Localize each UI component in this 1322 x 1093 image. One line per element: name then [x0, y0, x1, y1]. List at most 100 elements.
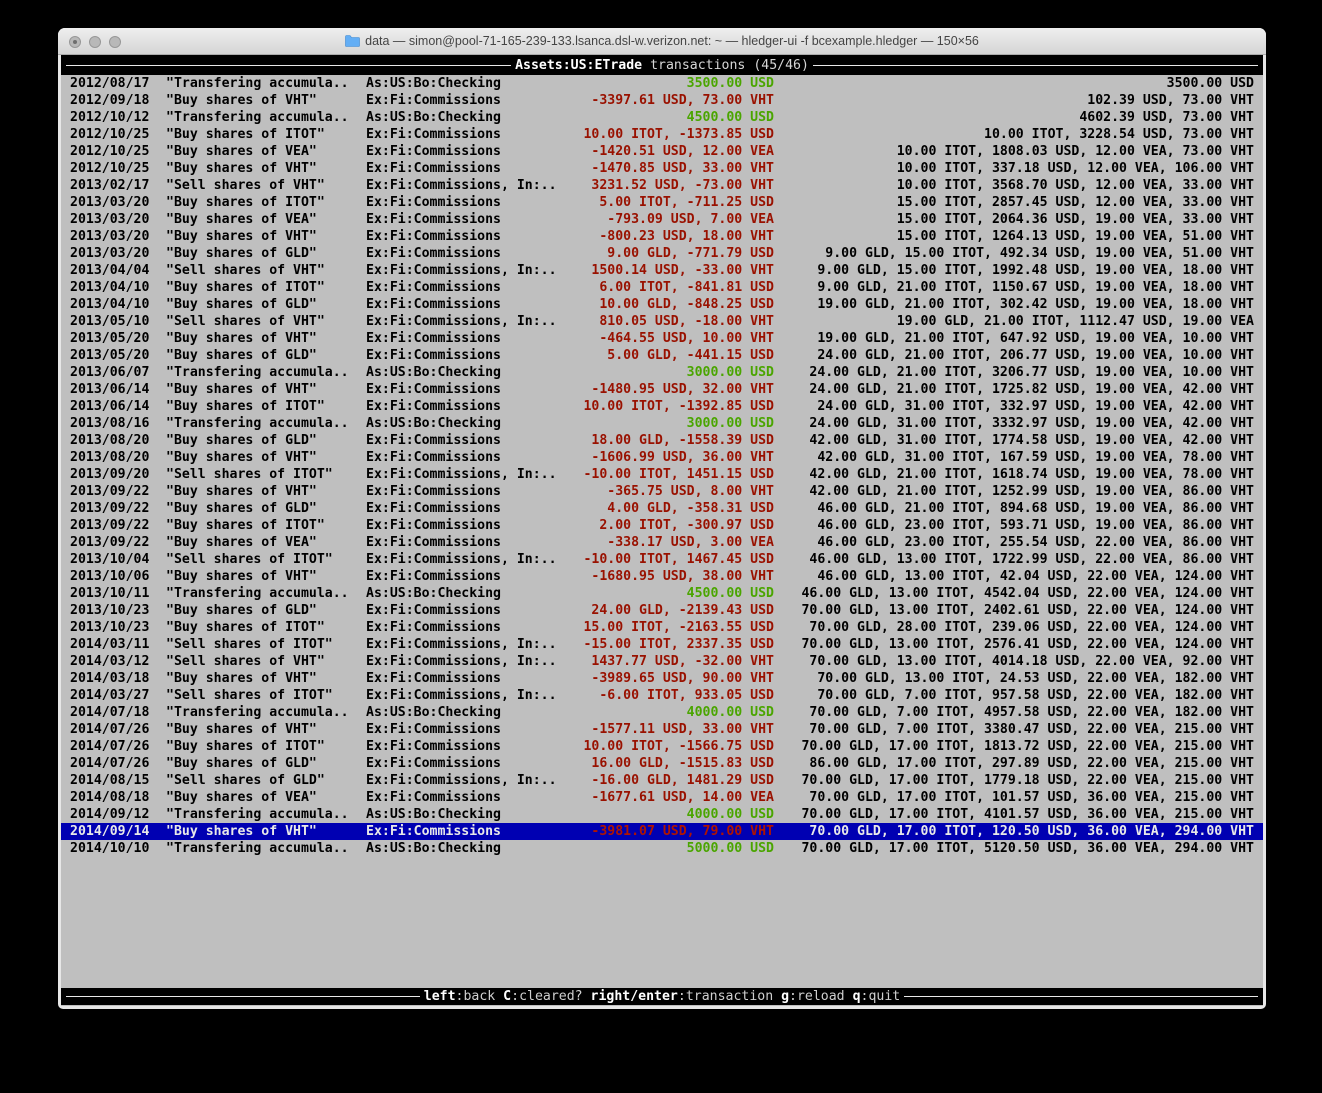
transaction-row[interactable]: 2013/08/16 "Transfering accumula.. As:US:B… [61, 415, 1263, 432]
transaction-row[interactable]: 2013/06/14 "Buy shares of ITOT" Ex:Fi:Comm… [61, 398, 1263, 415]
transaction-description: "Sell shares of VHT" [166, 178, 325, 193]
transaction-balance: 46.00 GLD, 23.00 ITOT, 593.71 USD, 19.00… [817, 518, 1254, 533]
transaction-row[interactable]: 2014/10/10 "Transfering accumula.. As:US:B… [61, 840, 1263, 857]
transaction-row[interactable]: 2013/08/20 "Buy shares of GLD" Ex:Fi:Commi… [61, 432, 1263, 449]
transaction-row[interactable]: 2013/10/04 "Sell shares of ITOT" Ex:Fi:Com… [61, 551, 1263, 568]
transaction-accounts: Ex:Fi:Commissions [366, 382, 501, 397]
transaction-balance: 10.00 ITOT, 3568.70 USD, 12.00 VEA, 33.0… [896, 178, 1254, 193]
transaction-accounts: Ex:Fi:Commissions, In:.. [366, 178, 557, 193]
transaction-description: "Sell shares of VHT" [166, 263, 325, 278]
transaction-amount: -1680.95 USD, 38.00 VHT [591, 569, 774, 584]
transaction-row[interactable]: 2012/08/17 "Transfering accumula.. As:US:B… [61, 75, 1263, 92]
hint-back: left:back [423, 989, 504, 1004]
transaction-row[interactable]: 2014/07/26 "Buy shares of ITOT" Ex:Fi:Comm… [61, 738, 1263, 755]
minimize-button[interactable] [89, 36, 101, 48]
transaction-accounts: Ex:Fi:Commissions [366, 569, 501, 584]
transaction-row[interactable]: 2013/10/23 "Buy shares of ITOT" Ex:Fi:Comm… [61, 619, 1263, 636]
transaction-date: 2014/07/26 [70, 722, 150, 737]
transaction-accounts: Ex:Fi:Commissions [366, 246, 501, 261]
header-mode: transactions [650, 57, 746, 73]
transaction-row[interactable]: 2013/05/20 "Buy shares of VHT" Ex:Fi:Commi… [61, 330, 1263, 347]
transaction-row[interactable]: 2012/10/25 "Buy shares of VHT" Ex:Fi:Commi… [61, 160, 1263, 177]
transaction-amount: 3000.00 USD [686, 365, 774, 380]
transaction-balance: 70.00 GLD, 17.00 ITOT, 4101.57 USD, 36.0… [801, 807, 1254, 822]
transaction-date: 2013/10/11 [70, 586, 150, 601]
transaction-row[interactable]: 2014/09/12 "Transfering accumula.. As:US:B… [61, 806, 1263, 823]
transaction-row[interactable]: 2014/07/26 "Buy shares of GLD" Ex:Fi:Commi… [61, 755, 1263, 772]
transaction-row[interactable]: 2013/03/20 "Buy shares of GLD" Ex:Fi:Commi… [61, 245, 1263, 262]
transaction-row[interactable]: 2013/09/22 "Buy shares of VHT" Ex:Fi:Commi… [61, 483, 1263, 500]
transaction-row[interactable]: 2013/03/20 "Buy shares of VEA" Ex:Fi:Commi… [61, 211, 1263, 228]
transaction-date: 2014/07/26 [70, 756, 150, 771]
close-button[interactable] [69, 36, 81, 48]
transaction-accounts: Ex:Fi:Commissions, In:.. [366, 263, 557, 278]
transaction-row[interactable]: 2014/08/18 "Buy shares of VEA" Ex:Fi:Commi… [61, 789, 1263, 806]
transaction-row[interactable]: 2014/03/12 "Sell shares of VHT" Ex:Fi:Comm… [61, 653, 1263, 670]
transaction-accounts: As:US:Bo:Checking [366, 110, 501, 125]
transaction-description: "Buy shares of VHT" [166, 484, 317, 499]
transaction-accounts: Ex:Fi:Commissions [366, 535, 501, 550]
transaction-row[interactable]: 2012/10/25 "Buy shares of VEA" Ex:Fi:Commi… [61, 143, 1263, 160]
transaction-row[interactable]: 2013/10/23 "Buy shares of GLD" Ex:Fi:Commi… [61, 602, 1263, 619]
transaction-row[interactable]: 2013/09/20 "Sell shares of ITOT" Ex:Fi:Com… [61, 466, 1263, 483]
transaction-row[interactable]: 2013/09/22 "Buy shares of ITOT" Ex:Fi:Comm… [61, 517, 1263, 534]
transaction-description: "Buy shares of VEA" [166, 790, 317, 805]
transaction-amount: 3231.52 USD, -73.00 VHT [591, 178, 774, 193]
transaction-balance: 42.00 GLD, 21.00 ITOT, 1618.74 USD, 19.0… [809, 467, 1254, 482]
transaction-balance: 3500.00 USD [1166, 76, 1254, 91]
transaction-date: 2013/09/22 [70, 501, 150, 516]
transaction-date: 2014/09/14 [70, 824, 150, 839]
transaction-row[interactable]: 2013/05/10 "Sell shares of VHT" Ex:Fi:Comm… [61, 313, 1263, 330]
transaction-balance: 42.00 GLD, 31.00 ITOT, 167.59 USD, 19.00… [817, 450, 1254, 465]
transaction-amount: -3981.07 USD, 79.00 VHT [591, 824, 774, 839]
transaction-description: "Transfering accumula.. [166, 807, 349, 822]
transaction-accounts: As:US:Bo:Checking [366, 807, 501, 822]
transaction-row[interactable]: 2014/07/18 "Transfering accumula.. As:US:B… [61, 704, 1263, 721]
transaction-row[interactable]: 2012/10/25 "Buy shares of ITOT" Ex:Fi:Comm… [61, 126, 1263, 143]
transaction-accounts: Ex:Fi:Commissions [366, 93, 501, 108]
transaction-accounts: Ex:Fi:Commissions [366, 433, 501, 448]
transaction-row[interactable]: 2013/04/10 "Buy shares of GLD" Ex:Fi:Commi… [61, 296, 1263, 313]
transaction-row[interactable]: 2013/10/06 "Buy shares of VHT" Ex:Fi:Commi… [61, 568, 1263, 585]
terminal-window: data — simon@pool-71-165-239-133.lsanca.… [58, 28, 1266, 1009]
transaction-amount: 10.00 ITOT, -1392.85 USD [583, 399, 774, 414]
transaction-description: "Sell shares of VHT" [166, 654, 325, 669]
transaction-row[interactable]: 2014/03/27 "Sell shares of ITOT" Ex:Fi:Com… [61, 687, 1263, 704]
transaction-balance: 9.00 GLD, 15.00 ITOT, 492.34 USD, 19.00 … [825, 246, 1254, 261]
hint-cleared: C:cleared? [503, 989, 591, 1004]
transaction-row[interactable]: 2013/04/10 "Buy shares of ITOT" Ex:Fi:Comm… [61, 279, 1263, 296]
transaction-row[interactable]: 2013/09/22 "Buy shares of VEA" Ex:Fi:Commi… [61, 534, 1263, 551]
transaction-accounts: As:US:Bo:Checking [366, 841, 501, 856]
transaction-row[interactable]: 2014/07/26 "Buy shares of VHT" Ex:Fi:Commi… [61, 721, 1263, 738]
transaction-row[interactable]: 2012/09/18 "Buy shares of VHT" Ex:Fi:Commi… [61, 92, 1263, 109]
transaction-row[interactable]: 2013/04/04 "Sell shares of VHT" Ex:Fi:Comm… [61, 262, 1263, 279]
transaction-row[interactable]: 2014/08/15 "Sell shares of GLD" Ex:Fi:Comm… [61, 772, 1263, 789]
transaction-row[interactable]: 2013/02/17 "Sell shares of VHT" Ex:Fi:Comm… [61, 177, 1263, 194]
transaction-accounts: Ex:Fi:Commissions, In:.. [366, 552, 557, 567]
transaction-row[interactable]: 2013/06/14 "Buy shares of VHT" Ex:Fi:Commi… [61, 381, 1263, 398]
transaction-date: 2014/08/18 [70, 790, 150, 805]
transaction-row[interactable]: 2013/03/20 "Buy shares of VHT" Ex:Fi:Commi… [61, 228, 1263, 245]
transaction-amount: 5.00 GLD, -441.15 USD [607, 348, 774, 363]
transaction-description: "Transfering accumula.. [166, 841, 349, 856]
transaction-amount: 1500.14 USD, -33.00 VHT [591, 263, 774, 278]
transaction-row[interactable]: 2013/08/20 "Buy shares of VHT" Ex:Fi:Commi… [61, 449, 1263, 466]
transaction-amount: 6.00 ITOT, -841.81 USD [599, 280, 774, 295]
transaction-row[interactable]: 2013/05/20 "Buy shares of GLD" Ex:Fi:Commi… [61, 347, 1263, 364]
transaction-accounts: Ex:Fi:Commissions, In:.. [366, 654, 557, 669]
zoom-button[interactable] [109, 36, 121, 48]
transaction-row[interactable]: 2013/10/11 "Transfering accumula.. As:US:B… [61, 585, 1263, 602]
transaction-accounts: Ex:Fi:Commissions [366, 229, 501, 244]
transaction-row[interactable]: 2012/10/12 "Transfering accumula.. As:US:B… [61, 109, 1263, 126]
transaction-amount: -15.00 ITOT, 2337.35 USD [583, 637, 774, 652]
transaction-row[interactable]: 2014/03/11 "Sell shares of ITOT" Ex:Fi:Com… [61, 636, 1263, 653]
transaction-amount: -365.75 USD, 8.00 VHT [607, 484, 774, 499]
transaction-row[interactable]: 2013/06/07 "Transfering accumula.. As:US:B… [61, 364, 1263, 381]
transaction-balance: 70.00 GLD, 7.00 ITOT, 3380.47 USD, 22.00… [809, 722, 1254, 737]
transaction-date: 2014/03/12 [70, 654, 150, 669]
transaction-row[interactable]: 2013/03/20 "Buy shares of ITOT" Ex:Fi:Comm… [61, 194, 1263, 211]
transaction-accounts: Ex:Fi:Commissions, In:.. [366, 773, 557, 788]
transaction-row[interactable]: 2013/09/22 "Buy shares of GLD" Ex:Fi:Commi… [61, 500, 1263, 517]
transaction-row[interactable]: 2014/09/14 "Buy shares of VHT" Ex:Fi:Commi… [61, 823, 1263, 840]
transaction-row[interactable]: 2014/03/18 "Buy shares of VHT" Ex:Fi:Commi… [61, 670, 1263, 687]
